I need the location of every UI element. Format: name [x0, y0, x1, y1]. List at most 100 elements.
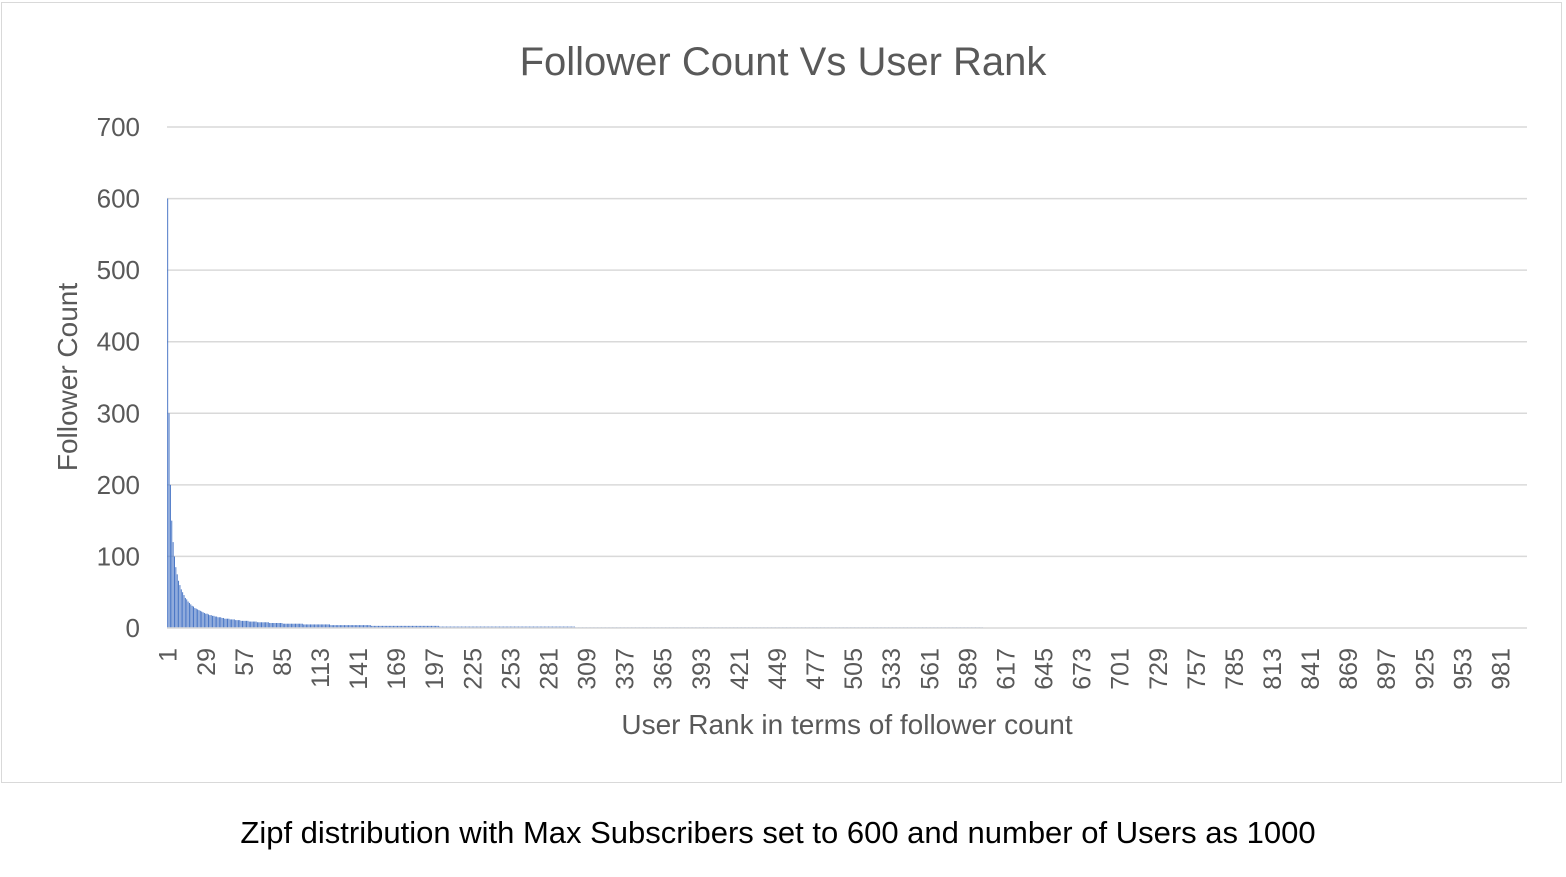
x-tick-label: 113	[307, 648, 335, 688]
bar	[248, 621, 250, 628]
chart-frame: Follower Count Vs User Rank 0 100 200 300 40…	[1, 2, 1562, 783]
bar	[235, 620, 237, 628]
bar	[252, 621, 254, 628]
bar	[169, 484, 171, 628]
bar	[352, 625, 354, 628]
x-tick-label: 421	[726, 648, 754, 690]
bar	[418, 625, 420, 628]
bar	[310, 624, 311, 628]
bar	[258, 622, 260, 628]
y-axis-ticks: 0 100 200 300 400 500 600 700	[97, 112, 140, 643]
bar	[436, 625, 438, 628]
bar	[380, 625, 382, 628]
bar	[349, 625, 351, 628]
bar	[281, 622, 283, 628]
bar	[395, 625, 397, 628]
x-tick-label: 1	[155, 648, 183, 662]
bar	[326, 624, 328, 628]
bar	[247, 620, 249, 628]
bar	[271, 622, 273, 628]
bar	[221, 617, 223, 628]
bar	[278, 622, 280, 628]
bar	[322, 624, 324, 628]
bar	[284, 623, 286, 628]
x-tick-label: 897	[1373, 648, 1401, 690]
bar	[437, 625, 439, 628]
bar	[246, 620, 248, 628]
bar	[212, 615, 214, 628]
bar	[282, 623, 284, 628]
bar	[229, 619, 231, 628]
bar	[227, 618, 228, 628]
bar	[184, 597, 186, 628]
bar	[376, 625, 378, 628]
bar	[308, 624, 310, 628]
bar	[334, 625, 336, 628]
chart: Follower Count Vs User Rank 0 100 200 300 40…	[52, 40, 1527, 740]
bar	[391, 625, 393, 628]
bar	[236, 620, 238, 628]
bar	[299, 623, 301, 628]
bar	[398, 625, 400, 628]
bar	[360, 625, 362, 628]
x-tick-label: 141	[345, 648, 373, 690]
bar	[386, 625, 388, 628]
gridlines	[167, 126, 1527, 558]
bar	[431, 625, 432, 628]
bar	[301, 623, 303, 628]
y-tick-label: 400	[97, 327, 140, 357]
bar	[205, 613, 207, 628]
bar	[171, 520, 173, 628]
x-tick-label: 561	[916, 648, 944, 690]
bar	[346, 625, 348, 628]
bar	[358, 625, 360, 628]
bar	[417, 625, 419, 628]
bar	[378, 625, 379, 628]
bar	[217, 617, 219, 628]
y-axis-label: Follower Count	[52, 283, 83, 472]
bar	[425, 625, 427, 628]
bar	[198, 610, 200, 628]
bar	[286, 623, 288, 628]
bar	[323, 624, 325, 628]
bar	[240, 620, 242, 628]
bar	[312, 624, 314, 628]
bar	[304, 624, 306, 628]
bar	[329, 624, 330, 628]
bar	[273, 622, 275, 628]
bar	[428, 625, 430, 628]
bar	[397, 625, 398, 628]
bar	[250, 621, 252, 628]
bar	[375, 625, 377, 628]
bar	[274, 622, 276, 628]
bar	[388, 625, 390, 628]
x-tick-label: 701	[1107, 648, 1135, 690]
bar	[174, 556, 175, 628]
x-tick-label: 197	[421, 648, 449, 690]
x-tick-label: 673	[1069, 648, 1097, 690]
bar	[296, 623, 298, 628]
bar	[243, 620, 245, 628]
bar	[254, 621, 256, 628]
x-axis-label: User Rank in terms of follower count	[621, 709, 1073, 740]
bar	[422, 625, 424, 628]
bar	[193, 606, 194, 628]
bar	[416, 625, 418, 628]
bar	[350, 625, 352, 628]
bar	[433, 625, 435, 628]
bar	[218, 617, 220, 628]
x-tick-label: 813	[1259, 648, 1287, 690]
bar	[186, 599, 188, 628]
bar	[413, 625, 415, 628]
bar	[345, 625, 347, 628]
bar	[403, 625, 405, 628]
bar	[337, 625, 339, 628]
x-tick-label: 225	[459, 648, 487, 690]
bar	[222, 617, 224, 628]
bar	[289, 623, 291, 628]
bar	[182, 592, 184, 628]
x-tick-label: 85	[269, 648, 297, 676]
bar	[293, 623, 295, 628]
bar	[225, 618, 227, 628]
bar	[373, 625, 375, 628]
